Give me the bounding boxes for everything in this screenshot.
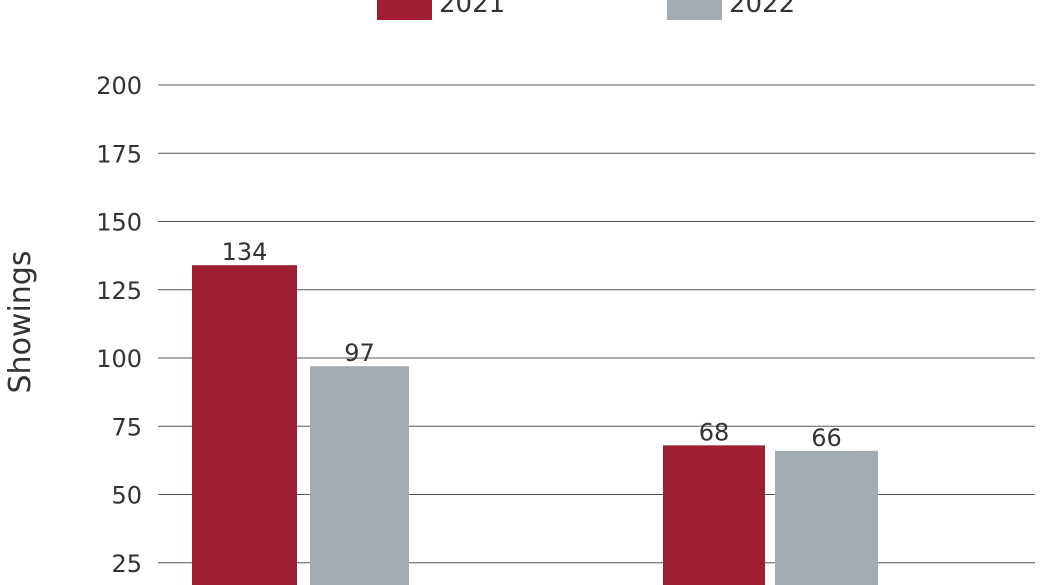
y-tick-label-175: 175 xyxy=(96,140,142,168)
data-label-2022-2: 66 xyxy=(811,424,842,452)
legend-swatch-2021 xyxy=(377,0,432,20)
data-label-2022-1: 97 xyxy=(344,339,375,367)
legend-label-2022: 2022 xyxy=(729,0,795,19)
bar-2021-2 xyxy=(663,445,765,585)
y-tick-label-125: 125 xyxy=(96,277,142,305)
y-tick-label-200: 200 xyxy=(96,72,142,100)
y-tick-label-25: 25 xyxy=(111,550,142,578)
y-tick-label-50: 50 xyxy=(111,482,142,510)
legend-swatch-2022 xyxy=(667,0,722,20)
gridlines xyxy=(158,84,1035,564)
y-tick-label-75: 75 xyxy=(111,413,142,441)
data-label-2021-1: 134 xyxy=(222,238,268,266)
bars xyxy=(192,265,878,585)
y-axis-ticks: 25 50 75 100 125 150 175 200 xyxy=(96,72,142,578)
y-axis-title: Showings xyxy=(3,251,38,394)
bar-2022-1 xyxy=(310,366,409,585)
data-labels: 134 68 97 66 xyxy=(222,238,842,452)
legend: 2021 2022 xyxy=(377,0,795,20)
legend-label-2021: 2021 xyxy=(439,0,505,19)
y-tick-label-100: 100 xyxy=(96,345,142,373)
bar-2021-1 xyxy=(192,265,297,585)
bar-2022-2 xyxy=(775,450,878,585)
y-tick-label-150: 150 xyxy=(96,209,142,237)
data-label-2021-2: 68 xyxy=(699,418,730,446)
